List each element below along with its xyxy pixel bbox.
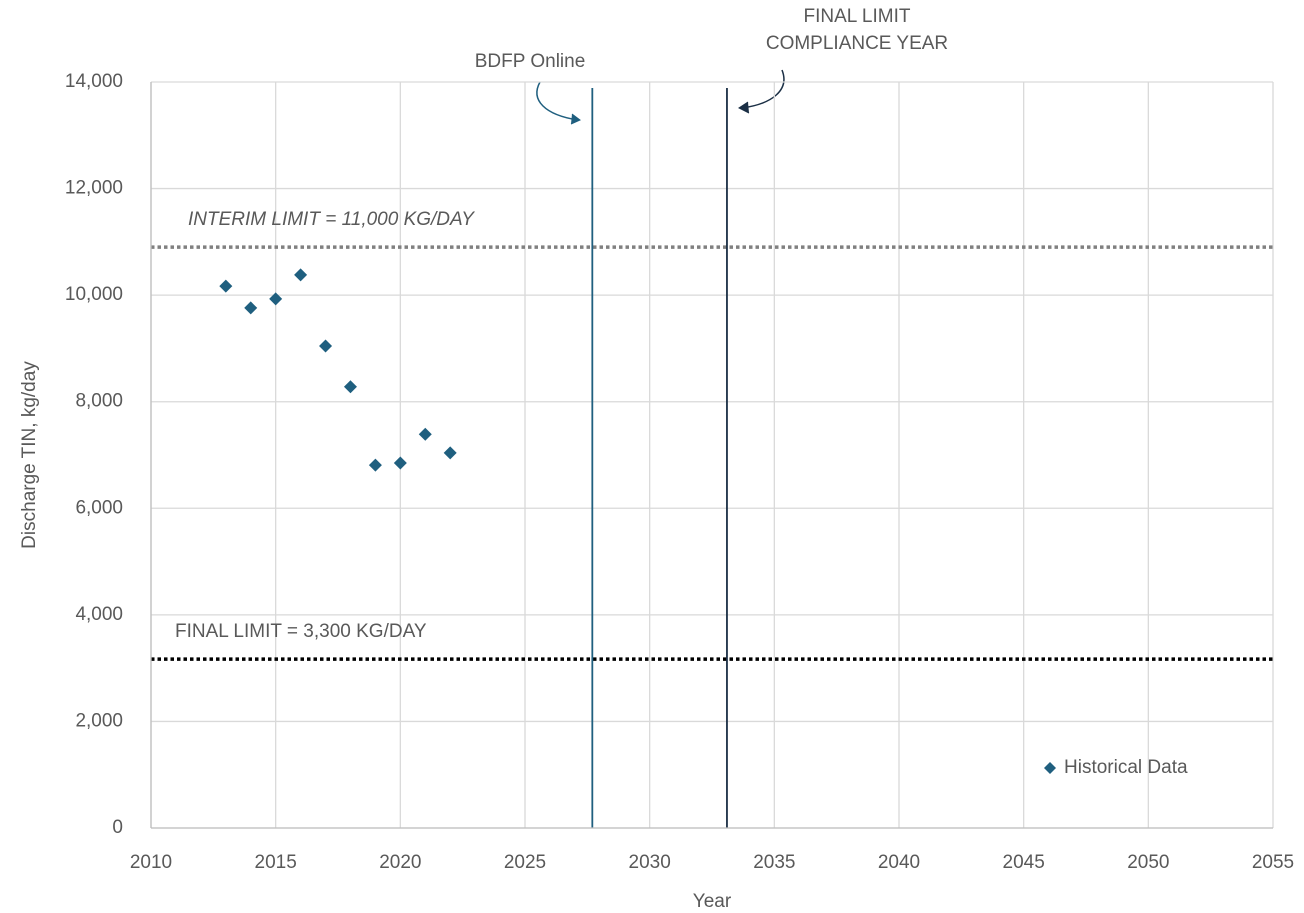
data-point (343, 380, 357, 394)
x-tick-label: 2035 (753, 852, 795, 873)
x-tick-label: 2055 (1252, 852, 1294, 873)
reference-label: COMPLIANCE YEAR (766, 33, 948, 54)
y-axis-label: Discharge TIN, kg/day (19, 361, 40, 549)
data-point (269, 292, 283, 306)
y-tick-label: 0 (112, 817, 123, 838)
data-point (443, 446, 457, 460)
reference-label: INTERIM LIMIT = 11,000 KG/DAY (188, 209, 475, 230)
x-axis-label: Year (693, 891, 732, 912)
annotation-arrow (741, 69, 785, 109)
x-tick-label: 2030 (629, 852, 671, 873)
legend-marker (1044, 762, 1056, 774)
legend-label: Historical Data (1064, 757, 1188, 778)
data-point (368, 458, 382, 472)
x-tick-label: 2015 (255, 852, 297, 873)
x-tick-label: 2020 (379, 852, 421, 873)
data-point (319, 339, 333, 353)
data-point (219, 279, 233, 293)
data-point (244, 301, 258, 315)
y-tick-label: 12,000 (65, 178, 123, 199)
data-point (294, 268, 308, 282)
y-tick-label: 8,000 (75, 391, 123, 412)
x-tick-label: 2025 (504, 852, 546, 873)
x-tick-label: 2010 (130, 852, 172, 873)
data-point (393, 456, 407, 470)
data-point (418, 427, 432, 441)
reference-label: FINAL LIMIT = 3,300 KG/DAY (175, 621, 427, 642)
reference-label: FINAL LIMIT (804, 6, 911, 27)
annotation-arrow (536, 81, 579, 121)
y-tick-label: 14,000 (65, 71, 123, 92)
annotation-arrowhead (570, 113, 581, 125)
x-tick-label: 2045 (1003, 852, 1045, 873)
x-tick-label: 2040 (878, 852, 920, 873)
x-tick-label: 2050 (1127, 852, 1169, 873)
annotation-arrowhead (738, 101, 750, 114)
y-tick-label: 4,000 (75, 604, 123, 625)
y-tick-label: 6,000 (75, 497, 123, 518)
y-tick-label: 10,000 (65, 284, 123, 305)
y-tick-label: 2,000 (75, 710, 123, 731)
reference-label: BDFP Online (475, 51, 586, 72)
